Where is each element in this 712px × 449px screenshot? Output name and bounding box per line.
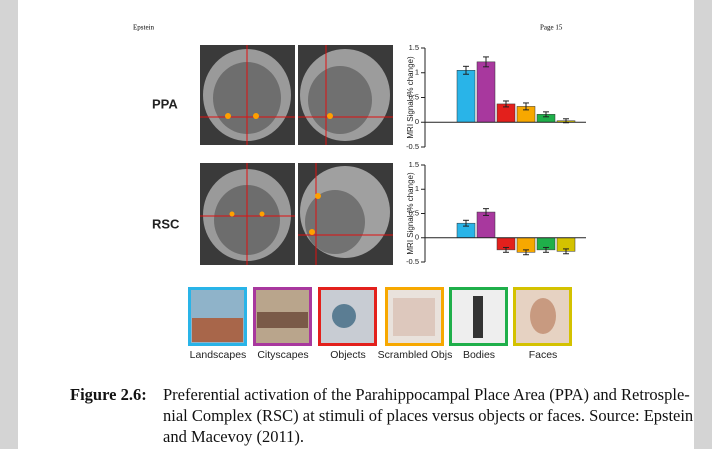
y-tick-label: 1.5 — [409, 160, 419, 169]
caption-line: nial Complex (RSC) at stimuli of places … — [163, 406, 694, 425]
caption-line: Preferential activation of the Parahippo… — [163, 385, 690, 404]
header-right: Page 15 — [540, 24, 563, 32]
stimulus-detail — [530, 298, 556, 334]
y-tick-label: 0 — [415, 117, 419, 126]
y-tick-label: 0.5 — [409, 92, 419, 101]
bar — [456, 70, 476, 123]
y-axis-label: MRI Signal (% change) — [406, 172, 415, 255]
stimulus-detail — [257, 312, 308, 328]
stimulus-label: Faces — [529, 349, 558, 361]
y-tick-label: -0.5 — [406, 142, 419, 151]
stimulus-label: Objects — [330, 349, 366, 361]
y-tick-label: 0.5 — [409, 208, 419, 217]
stimulus-detail — [473, 296, 483, 338]
stimulus-label: Landscapes — [190, 349, 247, 361]
brain-images — [200, 45, 393, 265]
bar — [476, 61, 496, 123]
header-left: Epstein — [133, 24, 154, 32]
caption-label: Figure 2.6: — [70, 385, 147, 404]
row-label: RSC — [152, 216, 180, 231]
y-tick-label: -0.5 — [406, 257, 419, 266]
row-label: PPA — [152, 96, 178, 111]
caption-line: and Macevoy (2011). — [163, 427, 304, 446]
stimulus-detail — [393, 298, 435, 336]
stimulus-label: Bodies — [463, 349, 495, 361]
y-axis-label: MRI Signal (% change) — [406, 56, 415, 139]
stimulus-detail — [192, 318, 243, 342]
y-tick-label: 1 — [415, 184, 419, 193]
y-tick-label: 1.5 — [409, 43, 419, 52]
stimulus-label: Cityscapes — [257, 349, 308, 361]
y-tick-label: 1 — [415, 68, 419, 77]
stimulus-detail — [332, 304, 356, 328]
stimulus-label: Scrambled Objs — [378, 349, 453, 361]
y-tick-label: 0 — [415, 233, 419, 242]
